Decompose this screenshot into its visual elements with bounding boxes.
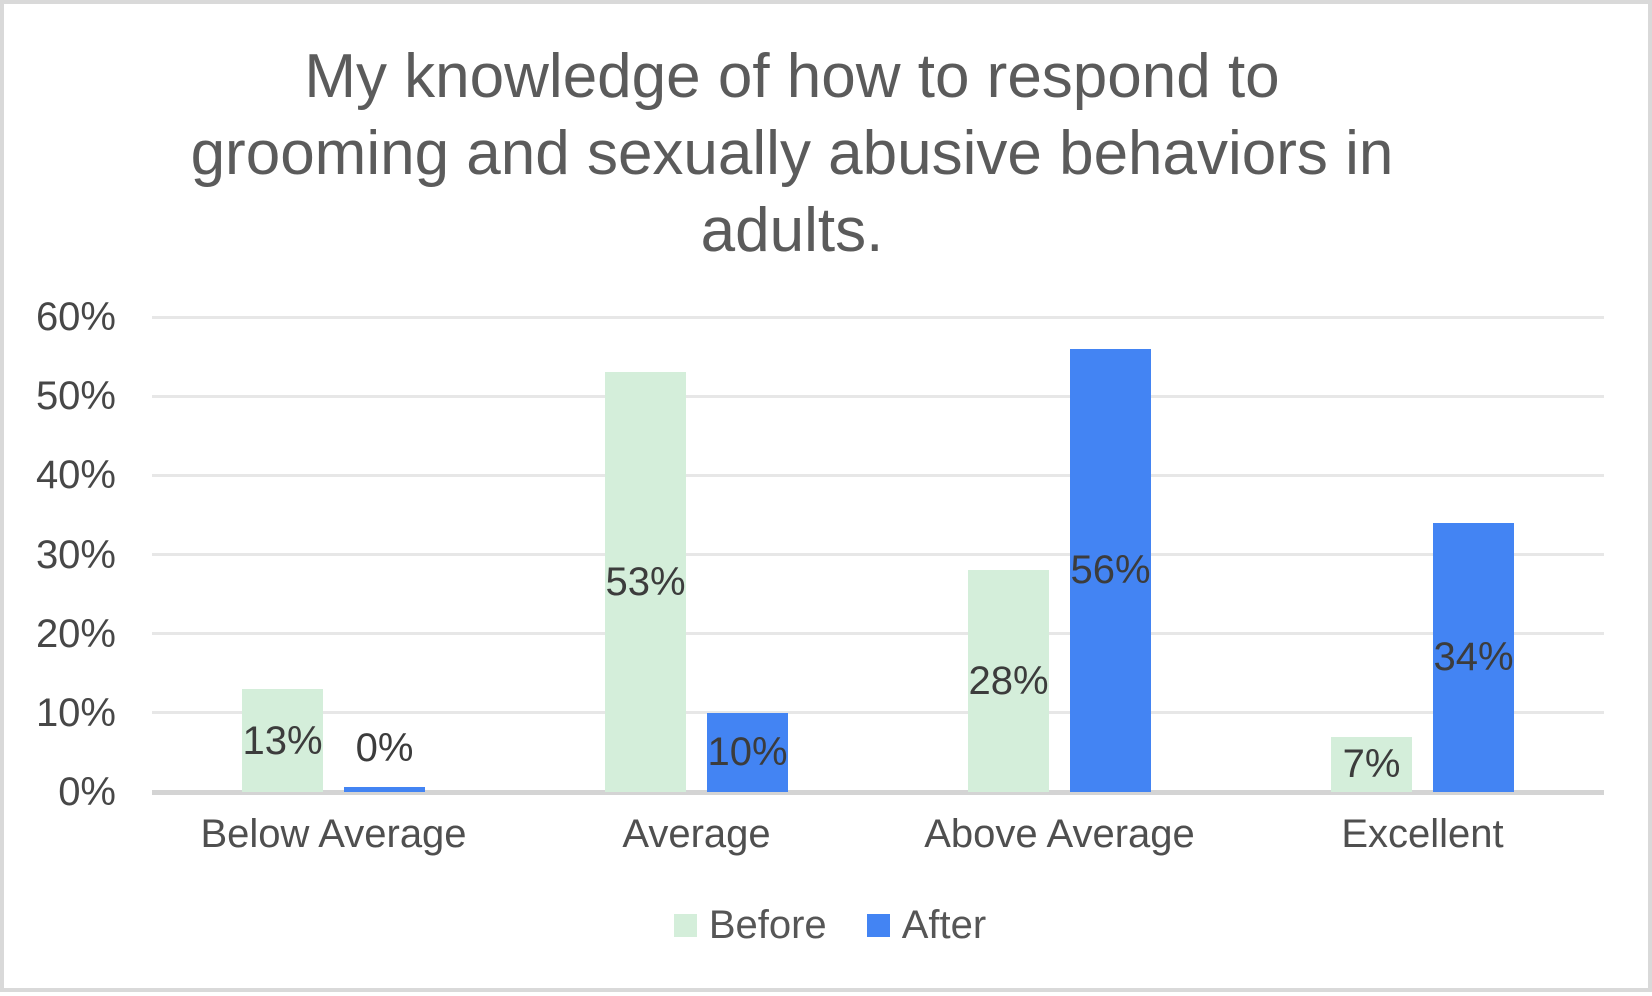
legend-label: Before	[708, 903, 827, 947]
legend-label: After	[901, 903, 987, 947]
bar-before-excellent	[1331, 736, 1412, 792]
bar-value-label: 34%	[1433, 635, 1514, 680]
bar-after-above-average	[1070, 348, 1151, 792]
chart-title-line-3: adults.	[700, 196, 884, 265]
y-axis-tick-label: 20%	[35, 611, 116, 656]
bar-before-below-average	[242, 689, 323, 792]
legend-item-before: Before	[673, 902, 827, 948]
gridline	[152, 632, 1604, 636]
bar-before-above-average	[968, 570, 1049, 792]
bar-value-label: 53%	[605, 560, 686, 605]
legend-swatch-icon	[673, 913, 697, 937]
x-axis-category-label: Average	[622, 812, 771, 856]
x-axis-category-label: Below Average	[200, 812, 467, 856]
bar-after-below-average	[344, 787, 425, 792]
chart-title-line-1: My knowledge of how to respond to	[304, 42, 1280, 111]
y-axis-tick-label: 30%	[35, 532, 116, 577]
bar-value-label: 13%	[242, 718, 323, 763]
bar-value-label: 28%	[968, 659, 1049, 704]
gridline	[152, 711, 1604, 715]
legend: Before After	[4, 902, 1652, 948]
bar-value-label: 56%	[1070, 548, 1151, 593]
bar-value-label: 7%	[1342, 742, 1401, 787]
y-axis-tick-label: 0%	[58, 770, 116, 814]
x-axis-category-label: Excellent	[1341, 812, 1504, 856]
bar-after-excellent	[1433, 522, 1514, 792]
gridline	[152, 553, 1604, 556]
bar-value-label: 10%	[707, 730, 788, 775]
x-axis-category-label: Above Average	[924, 812, 1195, 856]
x-axis-baseline	[152, 789, 1604, 795]
gridline	[152, 473, 1604, 477]
legend-item-after: After	[866, 902, 987, 948]
bar-before-average	[605, 372, 686, 792]
chart-title-line-2: grooming and sexually abusive behaviors …	[190, 119, 1394, 188]
bar-value-label: 0%	[355, 726, 414, 770]
gridline	[152, 394, 1604, 398]
plot-area: 0% 10% 20% 30% 40% 50% 60% 13% 0% Below Average 53…	[4, 4, 1652, 996]
y-axis-tick-label: 60%	[35, 295, 116, 339]
chart-title: My knowledge of how to respond to groomi…	[4, 38, 1580, 269]
gridline	[152, 315, 1604, 319]
y-axis-tick-label: 10%	[35, 690, 116, 735]
bar-after-average	[707, 712, 788, 792]
legend-swatch-icon	[866, 913, 890, 937]
y-axis-tick-label: 50%	[35, 374, 116, 419]
y-axis-tick-label: 40%	[35, 453, 116, 498]
